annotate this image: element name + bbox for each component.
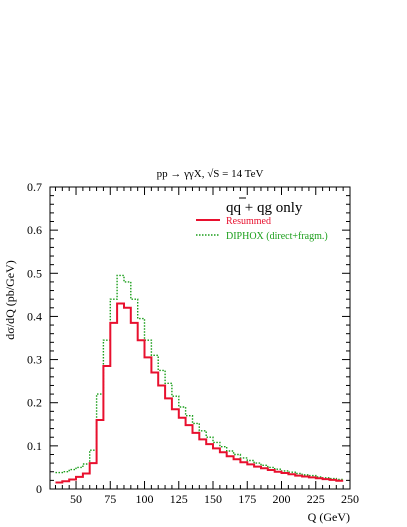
y-tick-label: 0.1 [27,439,42,453]
axes: 50 75 100 125 150 175 200 225 250 0 0.1 0.2 0.3 0.4 0.… [27,180,359,506]
x-tick-label: 225 [307,492,325,506]
x-tick-label: 250 [341,492,359,506]
x-tick-label: 100 [136,492,154,506]
y-tick-label: 0.5 [27,266,42,280]
y-axis-label: dσ/dQ (pb/GeV) [3,260,17,339]
series-layer [55,274,344,484]
y-tick-label: 0.6 [27,223,42,237]
x-tick-label: 200 [273,492,291,506]
x-tick-label: 50 [70,492,82,506]
y-tick-label: 0.3 [27,353,42,367]
process-annotation: qq + qg only [226,200,303,216]
legend-label-resummed: Resummed [226,216,271,227]
series-resummed [55,302,344,484]
y-tick-label: 0.2 [27,396,42,410]
plot-frame [49,186,351,490]
chart-title: pp → γγX, √S = 14 TeV [157,168,264,180]
x-axis-label: Q (GeV) [308,510,350,524]
x-tick-label: 175 [238,492,256,506]
x-tick-label: 125 [170,492,188,506]
y-tick-label: 0 [36,482,42,496]
legend: Resummed DIPHOX (direct+fragm.) [196,216,328,242]
y-tick-label: 0.4 [27,309,42,323]
legend-label-diphox: DIPHOX (direct+fragm.) [226,231,328,242]
x-tick-label: 150 [204,492,222,506]
y-tick-label: 0.7 [27,180,42,194]
series-diphox [55,274,344,481]
x-tick-label: 75 [104,492,116,506]
